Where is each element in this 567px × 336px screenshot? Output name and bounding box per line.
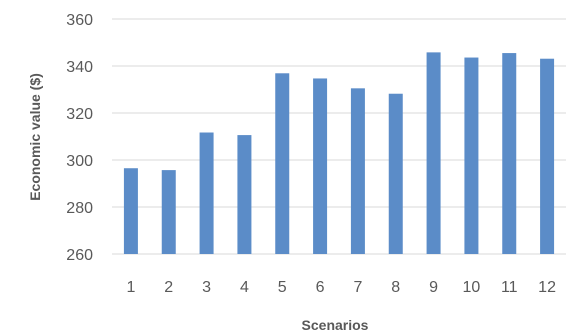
y-tick-label: 360 bbox=[66, 12, 93, 29]
x-tick-label: 5 bbox=[278, 279, 287, 296]
bar-scenario-3 bbox=[199, 132, 214, 254]
bar-scenario-2 bbox=[161, 170, 176, 254]
y-tick-label: 340 bbox=[66, 59, 93, 76]
x-tick-label: 9 bbox=[429, 279, 438, 296]
x-axis-title: Scenarios bbox=[302, 317, 369, 333]
y-tick-label: 320 bbox=[66, 106, 93, 123]
x-tick-label: 8 bbox=[391, 279, 400, 296]
y-tick-label: 260 bbox=[66, 247, 93, 264]
bar-scenario-1 bbox=[123, 168, 138, 254]
bar-scenario-9 bbox=[426, 52, 441, 255]
bar-scenario-5 bbox=[275, 73, 290, 254]
bar-scenario-12 bbox=[540, 58, 555, 255]
y-tick-label: 280 bbox=[66, 200, 93, 217]
gridlines bbox=[112, 18, 566, 255]
bar-scenario-11 bbox=[502, 53, 517, 255]
x-tick-label: 11 bbox=[501, 279, 518, 296]
x-tick-label: 12 bbox=[538, 279, 556, 296]
bar-scenario-7 bbox=[350, 88, 365, 254]
x-axis-tick-labels: 1 2 3 4 5 6 7 8 9 10 11 12 bbox=[126, 279, 556, 296]
x-tick-label: 7 bbox=[353, 279, 362, 296]
x-tick-label: 10 bbox=[463, 279, 481, 296]
x-tick-label: 2 bbox=[164, 279, 173, 296]
bars bbox=[123, 52, 555, 255]
y-tick-label: 300 bbox=[66, 153, 93, 170]
x-tick-label: 6 bbox=[316, 279, 325, 296]
bar-scenario-10 bbox=[464, 57, 479, 254]
x-tick-label: 4 bbox=[240, 279, 249, 296]
y-axis-tick-labels: 260 280 300 320 340 360 bbox=[66, 12, 93, 264]
bar-scenario-4 bbox=[237, 135, 252, 254]
y-axis-title: Economic value ($) bbox=[27, 73, 43, 201]
x-tick-label: 1 bbox=[126, 279, 135, 296]
x-tick-label: 3 bbox=[202, 279, 211, 296]
bar-scenario-6 bbox=[313, 78, 328, 254]
bar-scenario-8 bbox=[388, 93, 403, 254]
